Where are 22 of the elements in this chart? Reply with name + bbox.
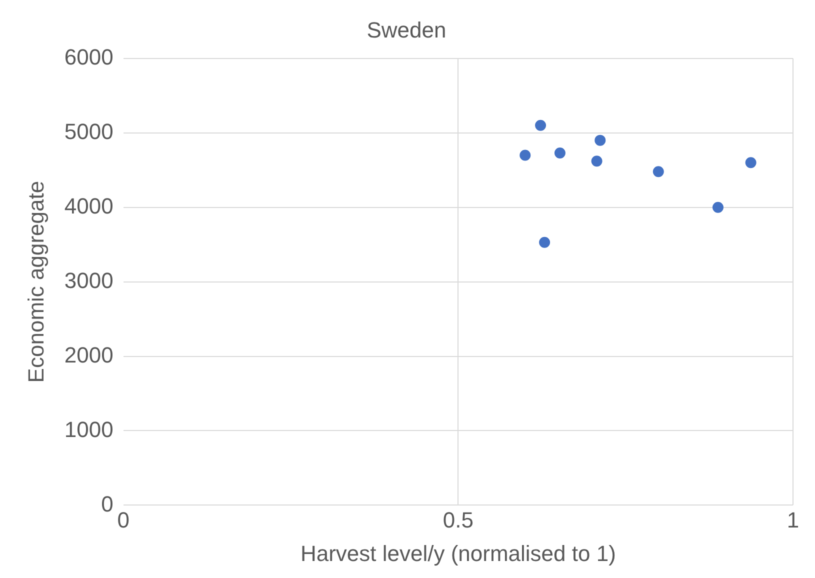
y-tick-label: 5000 xyxy=(64,118,114,144)
point xyxy=(554,147,566,158)
y-tick-label: 3000 xyxy=(64,268,114,293)
point xyxy=(712,202,724,213)
point xyxy=(520,150,531,161)
y-tick-label: 6000 xyxy=(64,44,114,70)
y-tick-label: 1000 xyxy=(64,416,114,442)
point xyxy=(594,134,606,146)
chart-title: Sweden xyxy=(366,17,446,42)
point xyxy=(652,166,664,178)
x-tick-label: 1 xyxy=(786,507,800,532)
y-tick-label: 0 xyxy=(101,491,114,516)
y-tick-label: 4000 xyxy=(64,193,114,218)
y-tick-label: 2000 xyxy=(64,342,114,368)
point xyxy=(535,120,546,131)
x-axis-title: Harvest level/y (normalised to 1) xyxy=(300,540,616,566)
y-axis-title: Economic aggregate xyxy=(23,180,48,383)
point xyxy=(591,156,602,167)
x-tick-label: 0.5 xyxy=(442,507,474,532)
x-tick-label: 0 xyxy=(117,507,130,532)
point xyxy=(539,236,550,248)
point xyxy=(745,157,756,168)
